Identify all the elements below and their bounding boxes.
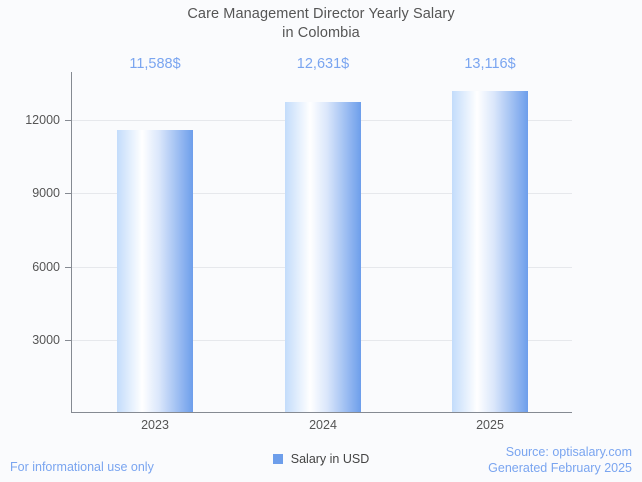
x-tick-label-2025: 2025 [476,418,504,432]
y-tick-label-12000: 12000 [25,113,60,127]
footer-disclaimer: For informational use only [10,460,154,474]
tick-mark-9000 [65,193,71,194]
y-tick-label-9000: 9000 [32,186,60,200]
chart-legend: Salary in USD [0,452,642,466]
value-label-2024: 12,631$ [296,56,350,72]
value-label-2025: 13,116$ [464,56,516,72]
y-axis-tick-labels: 12000 9000 6000 3000 [0,0,60,482]
tick-mark-12000 [65,120,71,121]
tick-mark-3000 [65,340,71,341]
chart-title-line-1: Care Management Director Yearly Salary [187,6,455,22]
x-tick-label-2024: 2024 [309,418,337,432]
bar-2023[interactable] [117,130,193,412]
legend-swatch-icon [272,454,283,464]
chart-title-line-2: in Colombia [282,25,360,41]
bar-2025[interactable] [452,91,528,412]
x-tick-label-2023: 2023 [141,418,169,432]
footer-source: Source: optisalary.com Generated Februar… [488,444,632,476]
value-label-2023: 11,588$ [129,56,181,72]
legend-item-label[interactable]: Salary in USD [290,452,370,466]
y-tick-label-6000: 6000 [32,260,60,274]
footer-source-line-2: Generated February 2025 [488,461,632,475]
y-tick-label-3000: 3000 [32,333,60,347]
bar-2024[interactable] [285,102,361,412]
y-axis-line [71,72,72,413]
footer-source-line-1: Source: optisalary.com [505,445,632,459]
chart-title: Care Management Director Yearly Salary i… [0,5,642,43]
tick-mark-6000 [65,267,71,268]
x-axis-line [71,412,572,413]
